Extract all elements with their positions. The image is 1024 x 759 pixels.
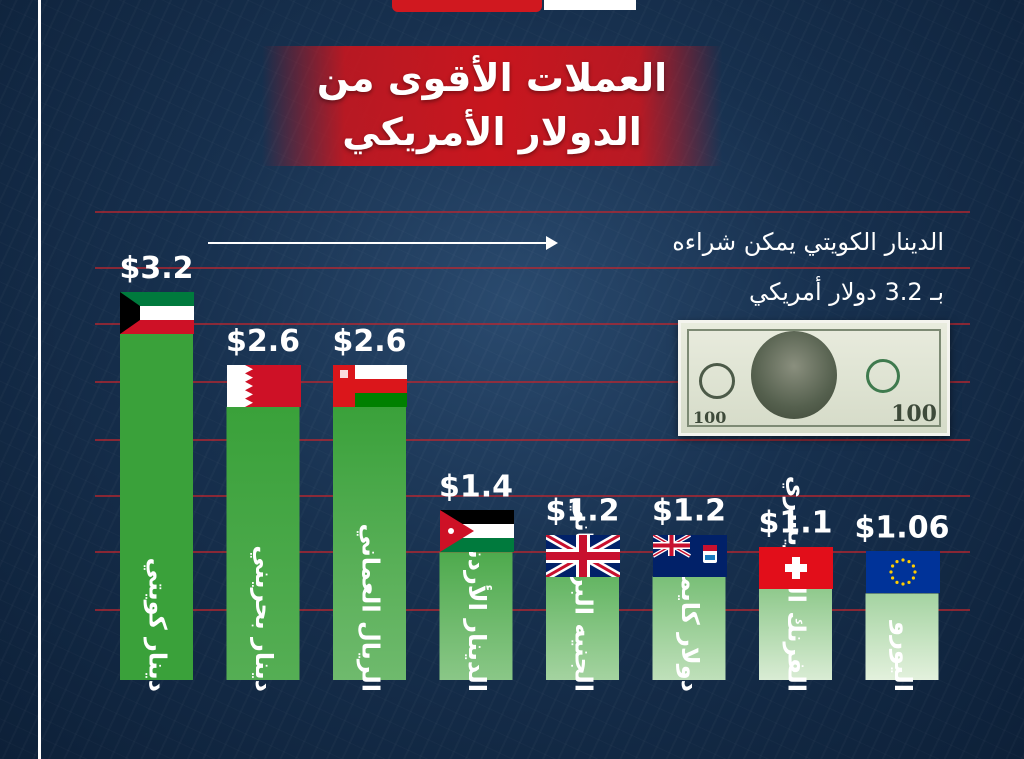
- kuwait-flag-icon: [120, 292, 194, 334]
- top-tab-red: [392, 0, 542, 12]
- dollar-banknote-image: 100 100: [678, 320, 950, 436]
- uk-flag-icon: [546, 534, 620, 577]
- annotation-arrow: [208, 242, 548, 244]
- page-title-line2: الدولار الأمريكي: [342, 110, 642, 154]
- bar: [333, 406, 406, 680]
- title-banner: [262, 46, 722, 166]
- category-label: الريال العماني: [357, 523, 385, 692]
- bar: [865, 593, 939, 680]
- bar-value-label: $2.6: [226, 324, 300, 359]
- swiss-flag-icon: [759, 546, 833, 589]
- bar-value-label: $1.06: [855, 510, 950, 545]
- bar-value-label: $3.2: [119, 251, 193, 286]
- category-label: اليورو: [889, 620, 917, 692]
- frame-line: [38, 0, 41, 759]
- portrait-icon: [751, 331, 837, 419]
- bar-value-label: $1.2: [652, 494, 726, 529]
- jordan-flag-icon: [439, 510, 514, 553]
- bar-value-label: $2.6: [332, 324, 406, 359]
- bar-value-label: $1.2: [545, 494, 619, 529]
- bar: [652, 576, 726, 680]
- bar-value-label: $1.1: [758, 506, 832, 541]
- top-tab-white: [544, 0, 636, 10]
- bar: [546, 576, 619, 680]
- category-label: دينار بحريني: [250, 545, 278, 692]
- bar: [439, 552, 513, 680]
- cayman-flag-icon: [652, 534, 727, 577]
- banknote-denomination: 100: [891, 401, 937, 427]
- bar: [759, 588, 832, 680]
- annotation-line2: بـ 3.2 دولار أمريكي: [748, 278, 944, 306]
- oman-flag-icon: [333, 364, 407, 407]
- bar-value-label: $1.4: [439, 469, 513, 504]
- category-label: دينار كويتي: [144, 558, 172, 692]
- bar: [226, 406, 300, 680]
- eu-flag-icon: [865, 551, 940, 594]
- page-title-line1: العملات الأقوى من: [316, 56, 668, 100]
- bahrain-flag-icon: [226, 364, 301, 407]
- annotation-arrow-head: [546, 236, 558, 250]
- category-label: الجنيه البريطاني: [570, 498, 598, 692]
- category-label: الدينار الأردني: [463, 525, 492, 692]
- bar: [120, 334, 193, 680]
- annotation-line1: الدينار الكويتي يمكن شراءه: [672, 228, 944, 256]
